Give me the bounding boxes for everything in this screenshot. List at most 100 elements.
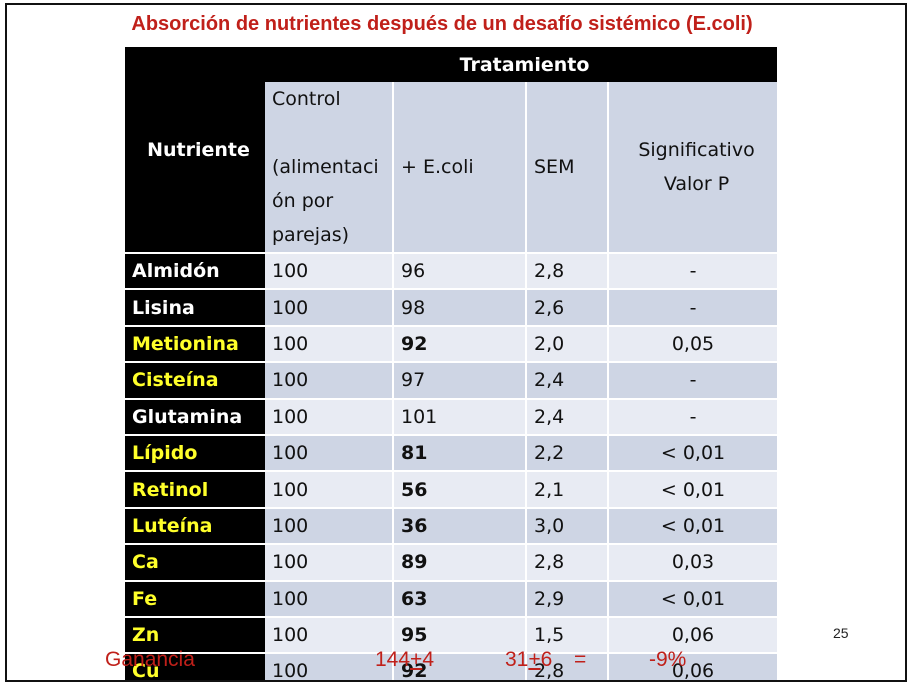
control-value: 100	[265, 652, 393, 680]
header-nutrient: Nutriente	[125, 47, 265, 253]
footer-value-2-pm: +	[528, 648, 541, 671]
footer-label: Ganancia	[105, 648, 195, 671]
table-row: Luteína 100 36 3,0 < 0,01	[125, 506, 778, 545]
sem-value: 2,9	[525, 579, 608, 617]
footer-value-1-pm: +	[410, 648, 423, 671]
nutrient-name: Almidón	[125, 251, 265, 290]
ecoli-value: 63	[392, 579, 526, 617]
control-value: 100	[265, 288, 393, 326]
nutrient-name: Glutamina	[125, 397, 265, 435]
sem-value: 2,8	[525, 251, 608, 290]
page-number: 25	[833, 625, 849, 641]
p-value: 0,03	[606, 543, 778, 581]
footer-value-1: 144+4	[375, 648, 434, 672]
ecoli-value: 89	[392, 543, 526, 581]
sem-value: 2,8	[525, 543, 608, 581]
sem-value: 3,0	[525, 506, 608, 545]
header-significance-line: Significativo	[638, 139, 755, 161]
header-control-line: ón por	[272, 190, 334, 212]
footer-value-2-b: 6	[540, 648, 553, 671]
p-value: -	[606, 397, 778, 435]
header-significance-line: Valor P	[663, 173, 730, 195]
sem-value: 2,2	[525, 433, 608, 472]
sem-value: 2,6	[525, 288, 608, 326]
nutrient-name: Metionina	[125, 324, 265, 363]
p-value: 0,06	[606, 652, 778, 680]
nutrient-name: Cu	[125, 652, 265, 680]
table-row: Glutamina 100 101 2,4-	[125, 397, 778, 435]
footer-value-1-a: 144	[375, 648, 411, 671]
ecoli-value: 96	[392, 251, 526, 290]
p-value: 0,06	[606, 615, 778, 654]
ecoli-value: 101	[392, 397, 526, 435]
footer-value-1-b: 4	[422, 648, 434, 671]
header-control-line: parejas)	[272, 224, 350, 246]
nutrient-name: Retinol	[125, 470, 265, 508]
footer-value-2-a: 31	[505, 648, 529, 671]
ecoli-value: 92	[392, 324, 526, 363]
table-row: Lípido 100 81 2,2 < 0,01	[125, 433, 778, 472]
p-value: -	[606, 288, 778, 326]
table-row: Almidón 100 96 2,8-	[125, 251, 778, 290]
header-control-line: (alimentaci	[272, 156, 379, 178]
header-control-line	[272, 116, 392, 150]
footer-result: -9%	[649, 648, 687, 671]
header-ecoli: + E.coli	[392, 82, 526, 253]
p-value: < 0,01	[606, 470, 778, 508]
control-value: 100	[265, 251, 393, 290]
table-row: Fe 100 63 2,9 < 0,01	[125, 579, 778, 617]
sem-value: 2,4	[525, 397, 608, 435]
footer-equals: =	[574, 648, 587, 671]
p-value: < 0,01	[606, 433, 778, 472]
table-row: Lisina 100 98 2,6-	[125, 288, 778, 326]
table-row: Ca 100 89 2,8 0,03	[125, 543, 778, 581]
sem-value: 2,1	[525, 470, 608, 508]
ecoli-value: 98	[392, 288, 526, 326]
nutrient-name: Fe	[125, 579, 265, 617]
p-value: < 0,01	[606, 579, 778, 617]
nutrient-table: Nutriente Tratamiento Control (alimentac…	[125, 47, 778, 680]
p-value: < 0,01	[606, 506, 778, 545]
header-control: Control (alimentaci ón por parejas)	[265, 82, 393, 253]
header-control-line: Control	[272, 88, 341, 110]
p-value: 0,05	[606, 324, 778, 363]
table-row: Zn 100 95 1,5 0,06	[125, 615, 778, 654]
control-value: 100	[265, 397, 393, 435]
header-treatment: Tratamiento	[265, 47, 778, 82]
sem-value: 2,8	[525, 652, 608, 680]
table-row: Retinol 100 56 2,1 < 0,01	[125, 470, 778, 508]
table-row: Cu 100 92 2,8 0,06	[125, 652, 778, 680]
ecoli-value: 56	[392, 470, 526, 508]
nutrient-name: Ca	[125, 543, 265, 581]
ecoli-value: 97	[392, 361, 526, 399]
table-row: Metionina 100 92 2,0 0,05	[125, 324, 778, 363]
nutrient-name: Zn	[125, 615, 265, 654]
control-value: 100	[265, 615, 393, 654]
control-value: 100	[265, 361, 393, 399]
table-row: Cisteína 100 97 2,4-	[125, 361, 778, 399]
nutrient-name: Lisina	[125, 288, 265, 326]
p-value: -	[606, 251, 778, 290]
sem-value: 2,0	[525, 324, 608, 363]
p-value: -	[606, 361, 778, 399]
nutrient-name: Lípido	[125, 433, 265, 472]
slide: Absorción de nutrientes después de un de…	[5, 3, 907, 682]
ecoli-value: 95	[392, 615, 526, 654]
nutrient-name: Cisteína	[125, 361, 265, 399]
sem-value: 2,4	[525, 361, 608, 399]
control-value: 100	[265, 506, 393, 545]
header-significance: Significativo Valor P	[606, 82, 778, 253]
ecoli-value: 92	[392, 652, 526, 680]
sem-value: 1,5	[525, 615, 608, 654]
slide-title: Absorción de nutrientes después de un de…	[131, 13, 753, 35]
footer-value-2: 31+6	[505, 648, 552, 672]
ecoli-value: 36	[392, 506, 526, 545]
control-value: 100	[265, 433, 393, 472]
ecoli-value: 81	[392, 433, 526, 472]
control-value: 100	[265, 543, 393, 581]
control-value: 100	[265, 324, 393, 363]
header-sem: SEM	[525, 82, 608, 253]
control-value: 100	[265, 470, 393, 508]
control-value: 100	[265, 579, 393, 617]
nutrient-name: Luteína	[125, 506, 265, 545]
